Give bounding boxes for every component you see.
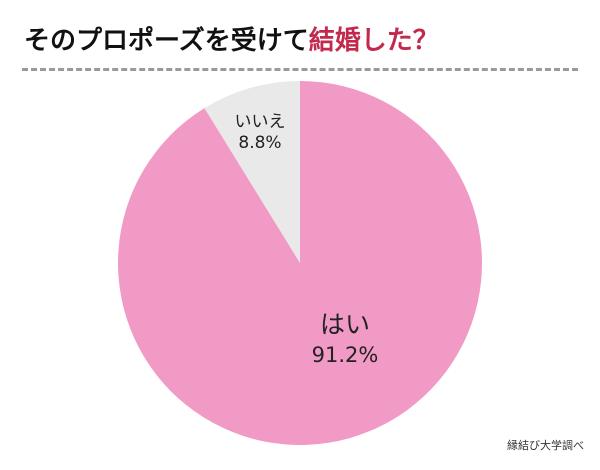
slice-label-no-text: いいえ [234,112,286,132]
title-main: そのプロポーズを受けて [24,26,309,56]
pie-slice-no [204,81,300,263]
slice-label-yes-value: 91.2% [311,343,379,367]
pie-slice-yes [118,81,482,445]
dashed-divider [22,68,578,71]
chart-title: そのプロポーズを受けて結婚した？ [24,20,439,57]
source-note: 縁結び大学調べ [507,439,584,452]
slice-label-yes-text: はい [319,310,370,339]
slice-label-no: いいえ 8.8% [220,112,300,154]
title-highlight: 結婚した？ [308,26,439,56]
slice-label-yes: はい 91.2% [290,310,400,370]
slice-label-no-value: 8.8% [238,133,282,153]
